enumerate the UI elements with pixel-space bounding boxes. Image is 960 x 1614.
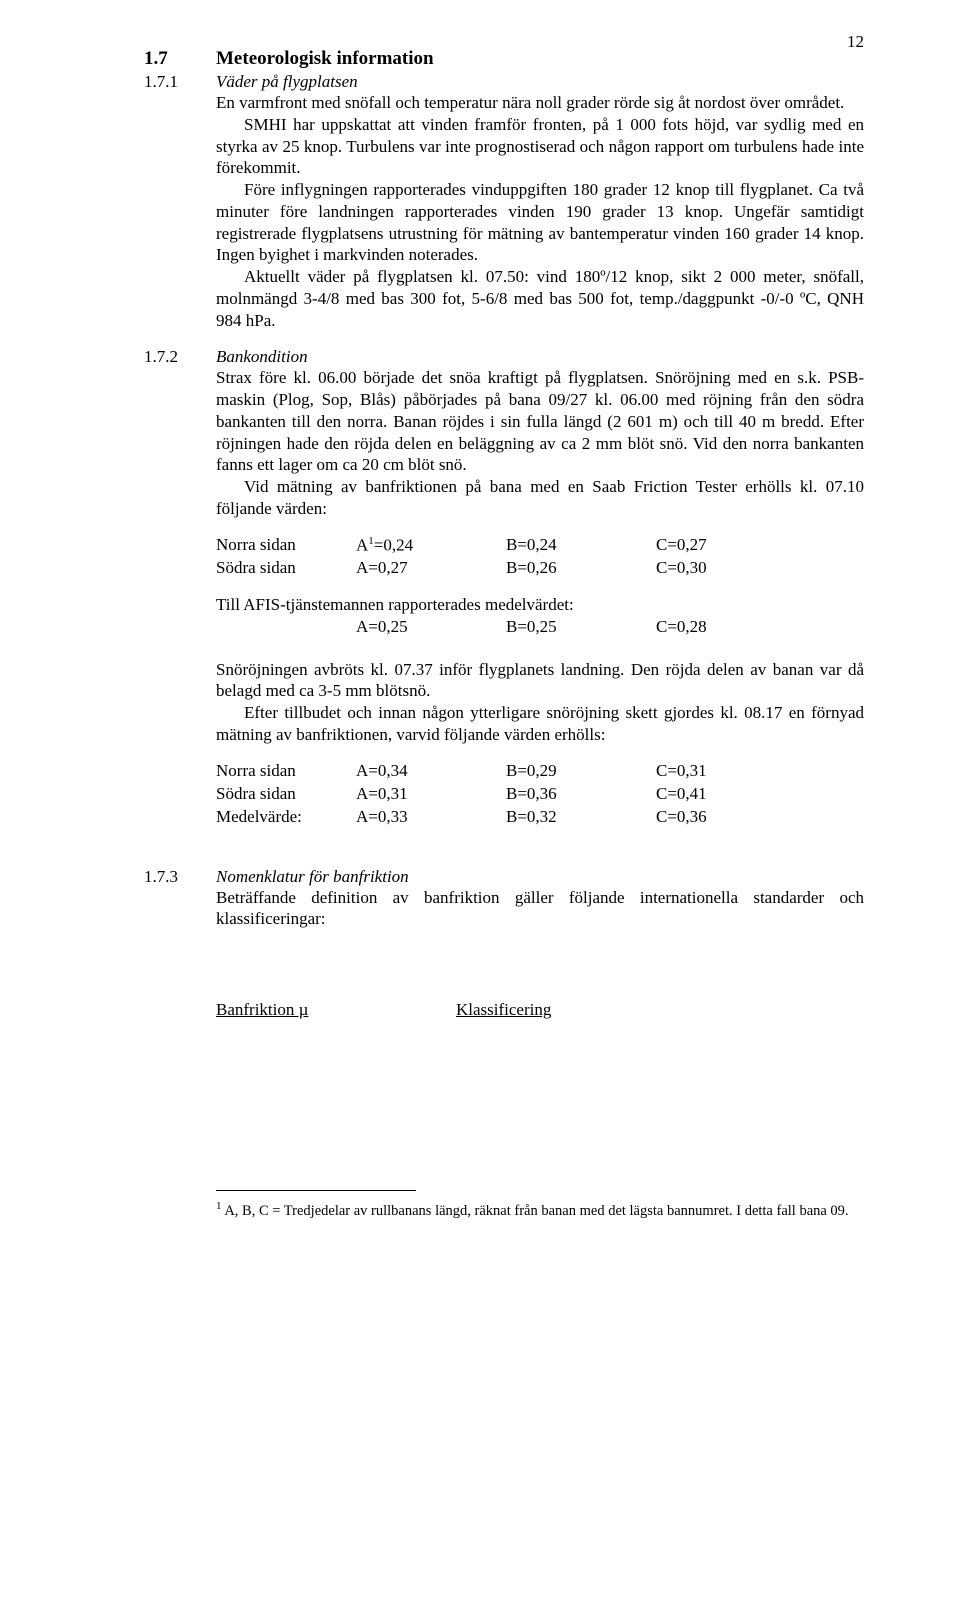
cell-b: B=0,25 [506, 616, 656, 639]
cell-c: C=0,30 [656, 557, 806, 580]
footnote-1: 1 A, B, C = Tredjedelar av rullbanans lä… [216, 1199, 864, 1221]
paragraph: Aktuellt väder på flygplatsen kl. 07.50:… [216, 266, 864, 331]
cell-b: B=0,26 [506, 557, 656, 580]
friction-table-2: Norra sidan A=0,34 B=0,29 C=0,31 Södra s… [216, 760, 864, 829]
col-klassificering: Klassificering [456, 1000, 551, 1019]
cell-b: B=0,36 [506, 783, 656, 806]
table-row: Norra sidan A1=0,24 B=0,24 C=0,27 [216, 534, 864, 558]
paragraph: SMHI har uppskattat att vinden framför f… [216, 114, 864, 179]
paragraph: Beträffande definition av banfriktion gä… [216, 887, 864, 931]
row-label: Norra sidan [216, 534, 356, 558]
classification-headers: Banfriktion µ Klassificering [216, 1000, 864, 1020]
paragraph: En varmfront med snöfall och temperatur … [216, 92, 864, 114]
body-1-7-2-b: Snöröjningen avbröts kl. 07.37 inför fly… [216, 659, 864, 746]
row-label [216, 616, 356, 639]
val-a-pre: A [356, 535, 368, 554]
paragraph: Snöröjningen avbröts kl. 07.37 inför fly… [216, 659, 864, 703]
friction-avg: A=0,25 B=0,25 C=0,28 [216, 616, 864, 639]
row-label: Södra sidan [216, 783, 356, 806]
cell-c: C=0,41 [656, 783, 806, 806]
col-banfriktion: Banfriktion µ [216, 1000, 308, 1019]
cell-c: C=0,27 [656, 534, 806, 558]
row-label: Norra sidan [216, 760, 356, 783]
subsection-number: 1.7.2 [144, 347, 216, 367]
paragraph: Till AFIS-tjänstemannen rapporterades me… [216, 594, 864, 616]
paragraph: Vid mätning av banfriktionen på bana med… [216, 476, 864, 520]
cell-a: A=0,27 [356, 557, 506, 580]
cell-c: C=0,28 [656, 616, 806, 639]
cell-a: A=0,31 [356, 783, 506, 806]
cell-c: C=0,31 [656, 760, 806, 783]
subsection-number: 1.7.3 [144, 867, 216, 887]
subsection-1-7-2: 1.7.2 Bankondition [144, 347, 864, 367]
afis-line: Till AFIS-tjänstemannen rapporterades me… [216, 594, 864, 616]
footnote-rule [216, 1190, 416, 1191]
body-1-7-2-a: Strax före kl. 06.00 började det snöa kr… [216, 367, 864, 519]
table-row: Medelvärde: A=0,33 B=0,32 C=0,36 [216, 806, 864, 829]
cell-a: A=0,25 [356, 616, 506, 639]
section-number: 1.7 [144, 48, 216, 70]
section-title: Meteorologisk information [216, 48, 434, 70]
body-1-7-3: Beträffande definition av banfriktion gä… [216, 887, 864, 931]
footnote-text: A, B, C = Tredjedelar av rullbanans läng… [222, 1203, 849, 1219]
cell-b: B=0,24 [506, 534, 656, 558]
cell-b: B=0,32 [506, 806, 656, 829]
section-1-7: 1.7 Meteorologisk information [144, 48, 864, 70]
subsection-title: Väder på flygplatsen [216, 72, 358, 92]
cell-b: B=0,29 [506, 760, 656, 783]
paragraph: Före inflygningen rapporterades vinduppg… [216, 179, 864, 266]
table-row: Norra sidan A=0,34 B=0,29 C=0,31 [216, 760, 864, 783]
body-1-7-1: En varmfront med snöfall och temperatur … [216, 92, 864, 331]
cell-a: A=0,34 [356, 760, 506, 783]
friction-table-1: Norra sidan A1=0,24 B=0,24 C=0,27 Södra … [216, 534, 864, 581]
page-number: 12 [847, 32, 864, 52]
cell-c: C=0,36 [656, 806, 806, 829]
table-row: Södra sidan A=0,31 B=0,36 C=0,41 [216, 783, 864, 806]
row-label: Södra sidan [216, 557, 356, 580]
subsection-title: Bankondition [216, 347, 308, 367]
subsection-1-7-1: 1.7.1 Väder på flygplatsen [144, 72, 864, 92]
table-row: Södra sidan A=0,27 B=0,26 C=0,30 [216, 557, 864, 580]
paragraph: Efter tillbudet och innan någon ytterlig… [216, 702, 864, 746]
subsection-1-7-3: 1.7.3 Nomenklatur för banfriktion [144, 867, 864, 887]
val-a-post: =0,24 [374, 535, 413, 554]
subsection-number: 1.7.1 [144, 72, 216, 92]
subsection-title: Nomenklatur för banfriktion [216, 867, 409, 887]
paragraph: Strax före kl. 06.00 började det snöa kr… [216, 367, 864, 476]
table-row: A=0,25 B=0,25 C=0,28 [216, 616, 864, 639]
cell-a: A=0,33 [356, 806, 506, 829]
cell-a: A1=0,24 [356, 534, 506, 558]
row-label: Medelvärde: [216, 806, 356, 829]
